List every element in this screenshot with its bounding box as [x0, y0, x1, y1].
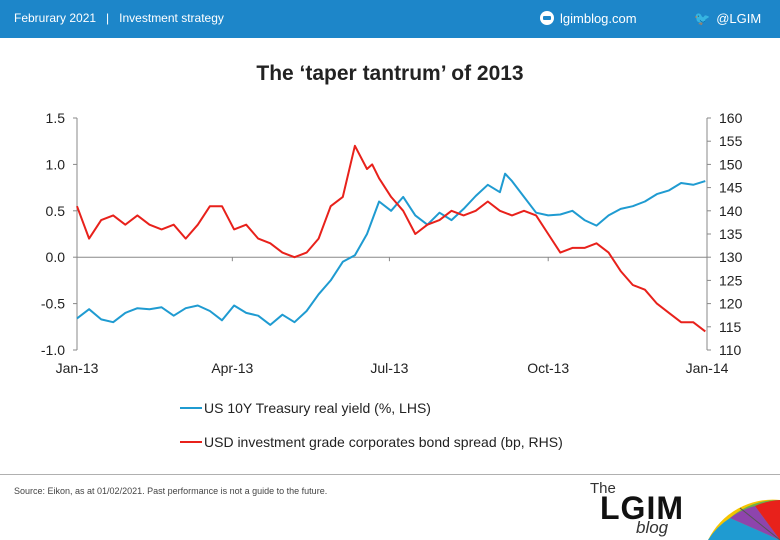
- header-bar: Februrary 2021 | Investment strategy lgimb…: [0, 0, 780, 38]
- twitter-link[interactable]: 🐦 @LGIM: [694, 11, 761, 27]
- y-right-tick-label: 120: [719, 296, 743, 312]
- globe-icon: [540, 11, 554, 25]
- legend-item-real-yield: US 10Y Treasury real yield (%, LHS): [180, 400, 431, 416]
- legend-item-spread: USD investment grade corporates bond spr…: [180, 434, 563, 450]
- y-right-tick-label: 145: [719, 180, 743, 196]
- chart-area: 1.5 1.0 0.5 0.0 -0.5 -1.0 160 155 150 145 140 135 13…: [41, 110, 743, 376]
- y-left-tick-label: 1.5: [46, 110, 66, 126]
- legend-swatch-blue: [180, 407, 202, 409]
- header-separator: |: [106, 11, 110, 25]
- legend-label-real-yield: US 10Y Treasury real yield (%, LHS): [204, 400, 431, 416]
- y-right-tick-label: 125: [719, 272, 743, 288]
- y-right-tick-label: 150: [719, 156, 743, 172]
- twitter-handle: @LGIM: [716, 11, 762, 26]
- header-category: Investment strategy: [119, 11, 224, 25]
- chart-title: The ‘taper tantrum’ of 2013: [256, 62, 524, 85]
- y-left-tick-label: -1.0: [41, 342, 65, 358]
- y-right-tick-label: 160: [719, 110, 743, 126]
- y-right-tick-label: 130: [719, 249, 743, 265]
- y-right-tick-label: 110: [719, 342, 742, 358]
- y-right-tick-label: 135: [719, 226, 743, 242]
- y-left-tick-label: 0.0: [46, 249, 66, 265]
- x-tick-label: Apr-13: [211, 360, 253, 376]
- brand-name: LGIM: [600, 490, 684, 526]
- y-right-tick-label: 155: [719, 133, 743, 149]
- y-left-tick-label: 1.0: [46, 156, 66, 172]
- legend-label-spread: USD investment grade corporates bond spr…: [204, 434, 563, 450]
- x-tick-label: Jan-13: [56, 360, 99, 376]
- legend-swatch-red: [180, 441, 202, 443]
- x-tick-label: Jan-14: [686, 360, 729, 376]
- chart-axes: 1.5 1.0 0.5 0.0 -0.5 -1.0 160 155 150 145 140 135 13…: [41, 110, 743, 376]
- brand-the: The: [590, 480, 616, 497]
- brand-blog: blog: [636, 518, 669, 537]
- series-line-spread: [76, 144, 706, 333]
- twitter-bird-icon: 🐦: [694, 11, 711, 26]
- x-tick-label: Jul-13: [370, 360, 408, 376]
- y-left-tick-label: 0.5: [46, 203, 66, 219]
- brand-logo: The LGIM blog: [590, 478, 780, 540]
- site-link[interactable]: lgimblog.com: [540, 11, 637, 26]
- y-left-tick-label: -0.5: [41, 296, 65, 312]
- header-left: Februrary 2021 | Investment strategy: [14, 11, 224, 25]
- y-right-tick-label: 140: [719, 203, 743, 219]
- header-date: Februrary 2021: [14, 11, 97, 25]
- y-right-tick-label: 115: [719, 319, 742, 335]
- x-tick-label: Oct-13: [527, 360, 569, 376]
- umbrella-icon: [708, 499, 780, 540]
- chart-series: [76, 144, 706, 333]
- source-note: Source: Eikon, as at 01/02/2021. Past pe…: [14, 486, 328, 496]
- footer-divider: [0, 474, 780, 475]
- site-label: lgimblog.com: [560, 11, 637, 26]
